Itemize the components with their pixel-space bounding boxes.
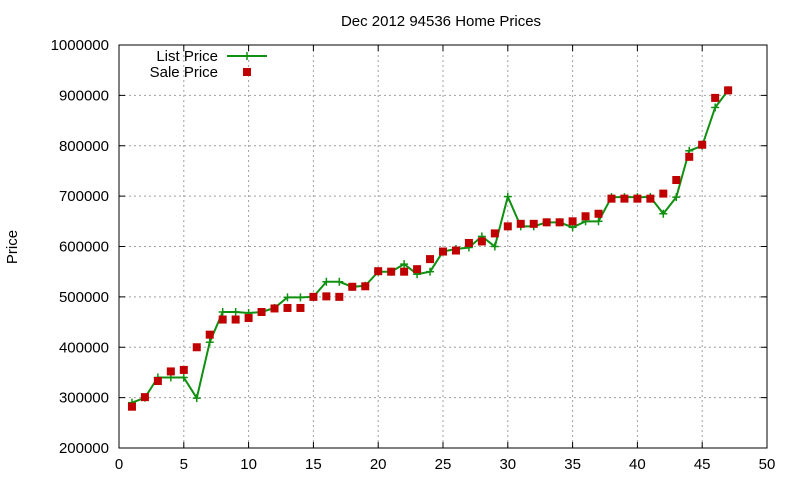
point-sale-price bbox=[529, 219, 538, 228]
point-list-price bbox=[335, 277, 344, 286]
point-list-price bbox=[426, 267, 435, 276]
tick-labels: 0 5 10 15 20 25 30 35 40 45 50 200000 300000 400000 50… bbox=[51, 37, 776, 473]
point-sale-price bbox=[296, 303, 305, 312]
y-tick-label: 1000000 bbox=[51, 37, 109, 54]
grid-lines bbox=[119, 45, 767, 448]
point-sale-price bbox=[231, 315, 240, 324]
point-sale-price bbox=[464, 238, 473, 247]
x-tick-label: 30 bbox=[499, 456, 516, 473]
legend-label-list-price: List Price bbox=[156, 48, 218, 65]
point-list-price bbox=[503, 192, 512, 201]
point-sale-price bbox=[179, 365, 188, 374]
plot-area bbox=[127, 86, 733, 411]
point-sale-price bbox=[400, 267, 409, 276]
x-tick-label: 0 bbox=[115, 456, 123, 473]
point-list-price bbox=[322, 277, 331, 286]
x-tick-label: 50 bbox=[759, 456, 776, 473]
point-sale-price bbox=[490, 229, 499, 238]
x-tick-label: 10 bbox=[240, 456, 257, 473]
point-sale-price bbox=[361, 282, 370, 291]
point-sale-price bbox=[659, 189, 668, 198]
point-sale-price bbox=[166, 367, 175, 376]
x-tick-label: 45 bbox=[694, 456, 711, 473]
point-sale-price bbox=[503, 222, 512, 231]
point-sale-price bbox=[451, 246, 460, 255]
point-sale-price bbox=[309, 292, 318, 301]
point-list-price bbox=[205, 338, 214, 347]
y-tick-label: 800000 bbox=[59, 138, 109, 155]
y-tick-label: 200000 bbox=[59, 440, 109, 457]
point-list-price bbox=[179, 373, 188, 382]
point-sale-price bbox=[542, 218, 551, 227]
point-sale-price bbox=[322, 292, 331, 301]
point-sale-price bbox=[140, 393, 149, 402]
point-sale-price bbox=[348, 282, 357, 291]
x-tick-label: 15 bbox=[305, 456, 322, 473]
x-tick-label: 40 bbox=[629, 456, 646, 473]
point-sale-price bbox=[335, 292, 344, 301]
x-tick-label: 20 bbox=[370, 456, 387, 473]
legend-label-sale-price: Sale Price bbox=[150, 64, 218, 81]
point-sale-price bbox=[244, 314, 253, 323]
point-sale-price bbox=[218, 315, 227, 324]
point-sale-price bbox=[568, 217, 577, 226]
point-list-price bbox=[490, 242, 499, 251]
point-sale-price bbox=[426, 255, 435, 264]
point-sale-price bbox=[685, 152, 694, 161]
point-list-price bbox=[231, 307, 240, 316]
point-sale-price bbox=[387, 267, 396, 276]
y-tick-label: 500000 bbox=[59, 289, 109, 306]
legend-marker-sale-price bbox=[243, 68, 251, 76]
legend: List Price Sale Price bbox=[150, 48, 267, 81]
x-tick-label: 35 bbox=[564, 456, 581, 473]
point-sale-price bbox=[711, 93, 720, 102]
point-list-price bbox=[659, 209, 668, 218]
y-tick-label: 300000 bbox=[59, 390, 109, 407]
point-list-price bbox=[400, 260, 409, 269]
point-sale-price bbox=[257, 307, 266, 316]
point-sale-price bbox=[153, 377, 162, 386]
plot-frame bbox=[118, 44, 768, 449]
point-list-price bbox=[296, 293, 305, 302]
y-axis-label: Price bbox=[4, 230, 21, 264]
point-sale-price bbox=[205, 330, 214, 339]
point-sale-price bbox=[439, 247, 447, 256]
point-sale-price bbox=[477, 237, 486, 246]
point-sale-price bbox=[607, 194, 616, 203]
point-list-price bbox=[672, 193, 681, 202]
point-sale-price bbox=[283, 303, 292, 312]
y-tick-label: 700000 bbox=[59, 188, 109, 205]
point-sale-price bbox=[516, 219, 525, 228]
point-list-price bbox=[711, 103, 720, 112]
x-tick-label: 25 bbox=[435, 456, 452, 473]
point-list-price bbox=[594, 217, 603, 226]
y-tick-label: 600000 bbox=[59, 239, 109, 256]
point-sale-price bbox=[192, 343, 201, 352]
point-sale-price bbox=[698, 140, 707, 149]
x-tick-label: 5 bbox=[180, 456, 188, 473]
point-list-price bbox=[283, 293, 292, 302]
point-sale-price bbox=[633, 194, 642, 203]
y-tick-label: 400000 bbox=[59, 339, 109, 356]
point-sale-price bbox=[594, 209, 603, 218]
point-sale-price bbox=[413, 265, 422, 274]
point-sale-price bbox=[581, 212, 590, 221]
point-sale-price bbox=[724, 86, 733, 95]
point-sale-price bbox=[620, 194, 629, 203]
chart-title: Dec 2012 94536 Home Prices bbox=[341, 13, 541, 30]
point-sale-price bbox=[672, 176, 681, 185]
point-sale-price bbox=[646, 194, 655, 203]
point-sale-price bbox=[374, 267, 383, 276]
point-list-price bbox=[218, 307, 227, 316]
y-tick-label: 900000 bbox=[59, 87, 109, 104]
point-sale-price bbox=[270, 304, 279, 313]
point-sale-price bbox=[555, 218, 564, 227]
point-sale-price bbox=[127, 402, 136, 411]
point-list-price bbox=[192, 394, 201, 403]
